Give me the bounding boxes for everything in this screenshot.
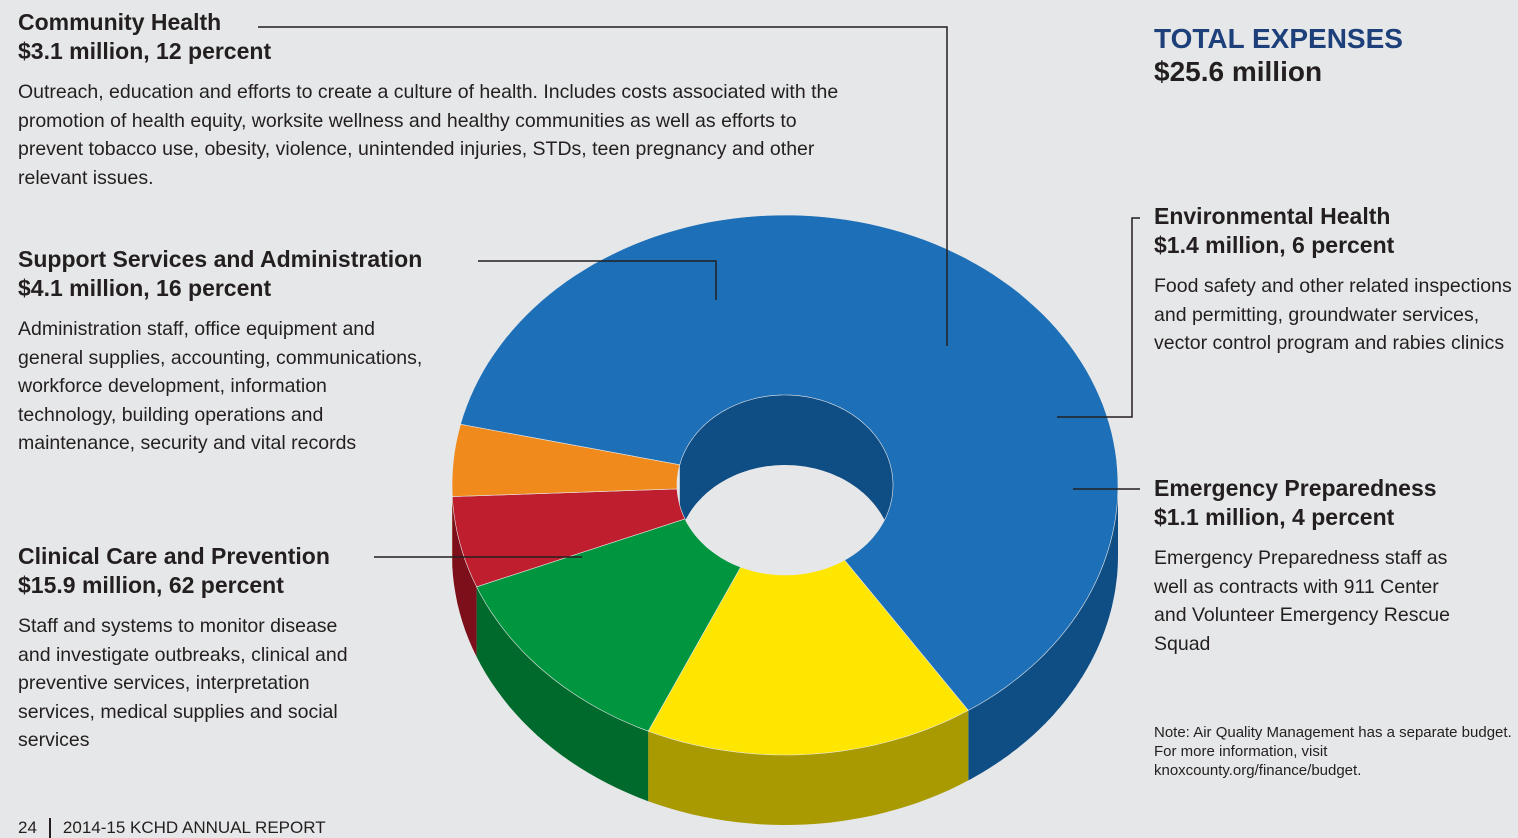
footer-divider	[49, 818, 51, 838]
label-emergency-preparedness: Emergency Preparedness $1.1 million, 4 p…	[1154, 474, 1464, 658]
page-footer: 24 2014-15 KCHD ANNUAL REPORT	[18, 818, 326, 838]
chart-slices	[452, 215, 1118, 755]
emergency-preparedness-title: Emergency Preparedness	[1154, 474, 1464, 503]
report-title: 2014-15 KCHD ANNUAL REPORT	[63, 818, 326, 837]
budget-note: Note: Air Quality Management has a separ…	[1154, 723, 1514, 780]
emergency-preparedness-description: Emergency Preparedness staff as well as …	[1154, 544, 1464, 658]
support-services-amount: $4.1 million, 16 percent	[18, 274, 428, 303]
clinical-care-description: Staff and systems to monitor disease and…	[18, 612, 363, 755]
total-expenses: TOTAL EXPENSES $25.6 million	[1154, 22, 1403, 88]
page-number: 24	[18, 818, 37, 837]
total-expenses-label: TOTAL EXPENSES	[1154, 22, 1403, 55]
environmental-health-amount: $1.4 million, 6 percent	[1154, 231, 1516, 260]
environmental-health-title: Environmental Health	[1154, 202, 1516, 231]
support-services-title: Support Services and Administration	[18, 245, 428, 274]
label-environmental-health: Environmental Health $1.4 million, 6 per…	[1154, 202, 1516, 358]
emergency-preparedness-amount: $1.1 million, 4 percent	[1154, 503, 1464, 532]
clinical-care-amount: $15.9 million, 62 percent	[18, 571, 363, 600]
community-health-amount: $3.1 million, 12 percent	[18, 37, 858, 66]
label-support-services: Support Services and Administration $4.1…	[18, 245, 428, 458]
clinical-care-title: Clinical Care and Prevention	[18, 542, 363, 571]
community-health-description: Outreach, education and efforts to creat…	[18, 78, 858, 192]
support-services-description: Administration staff, office equipment a…	[18, 315, 428, 458]
environmental-health-description: Food safety and other related inspection…	[1154, 272, 1516, 358]
label-community-health: Community Health $3.1 million, 12 percen…	[18, 8, 858, 192]
community-health-title: Community Health	[18, 8, 858, 37]
total-expenses-value: $25.6 million	[1154, 55, 1403, 88]
label-clinical-care: Clinical Care and Prevention $15.9 milli…	[18, 542, 363, 755]
